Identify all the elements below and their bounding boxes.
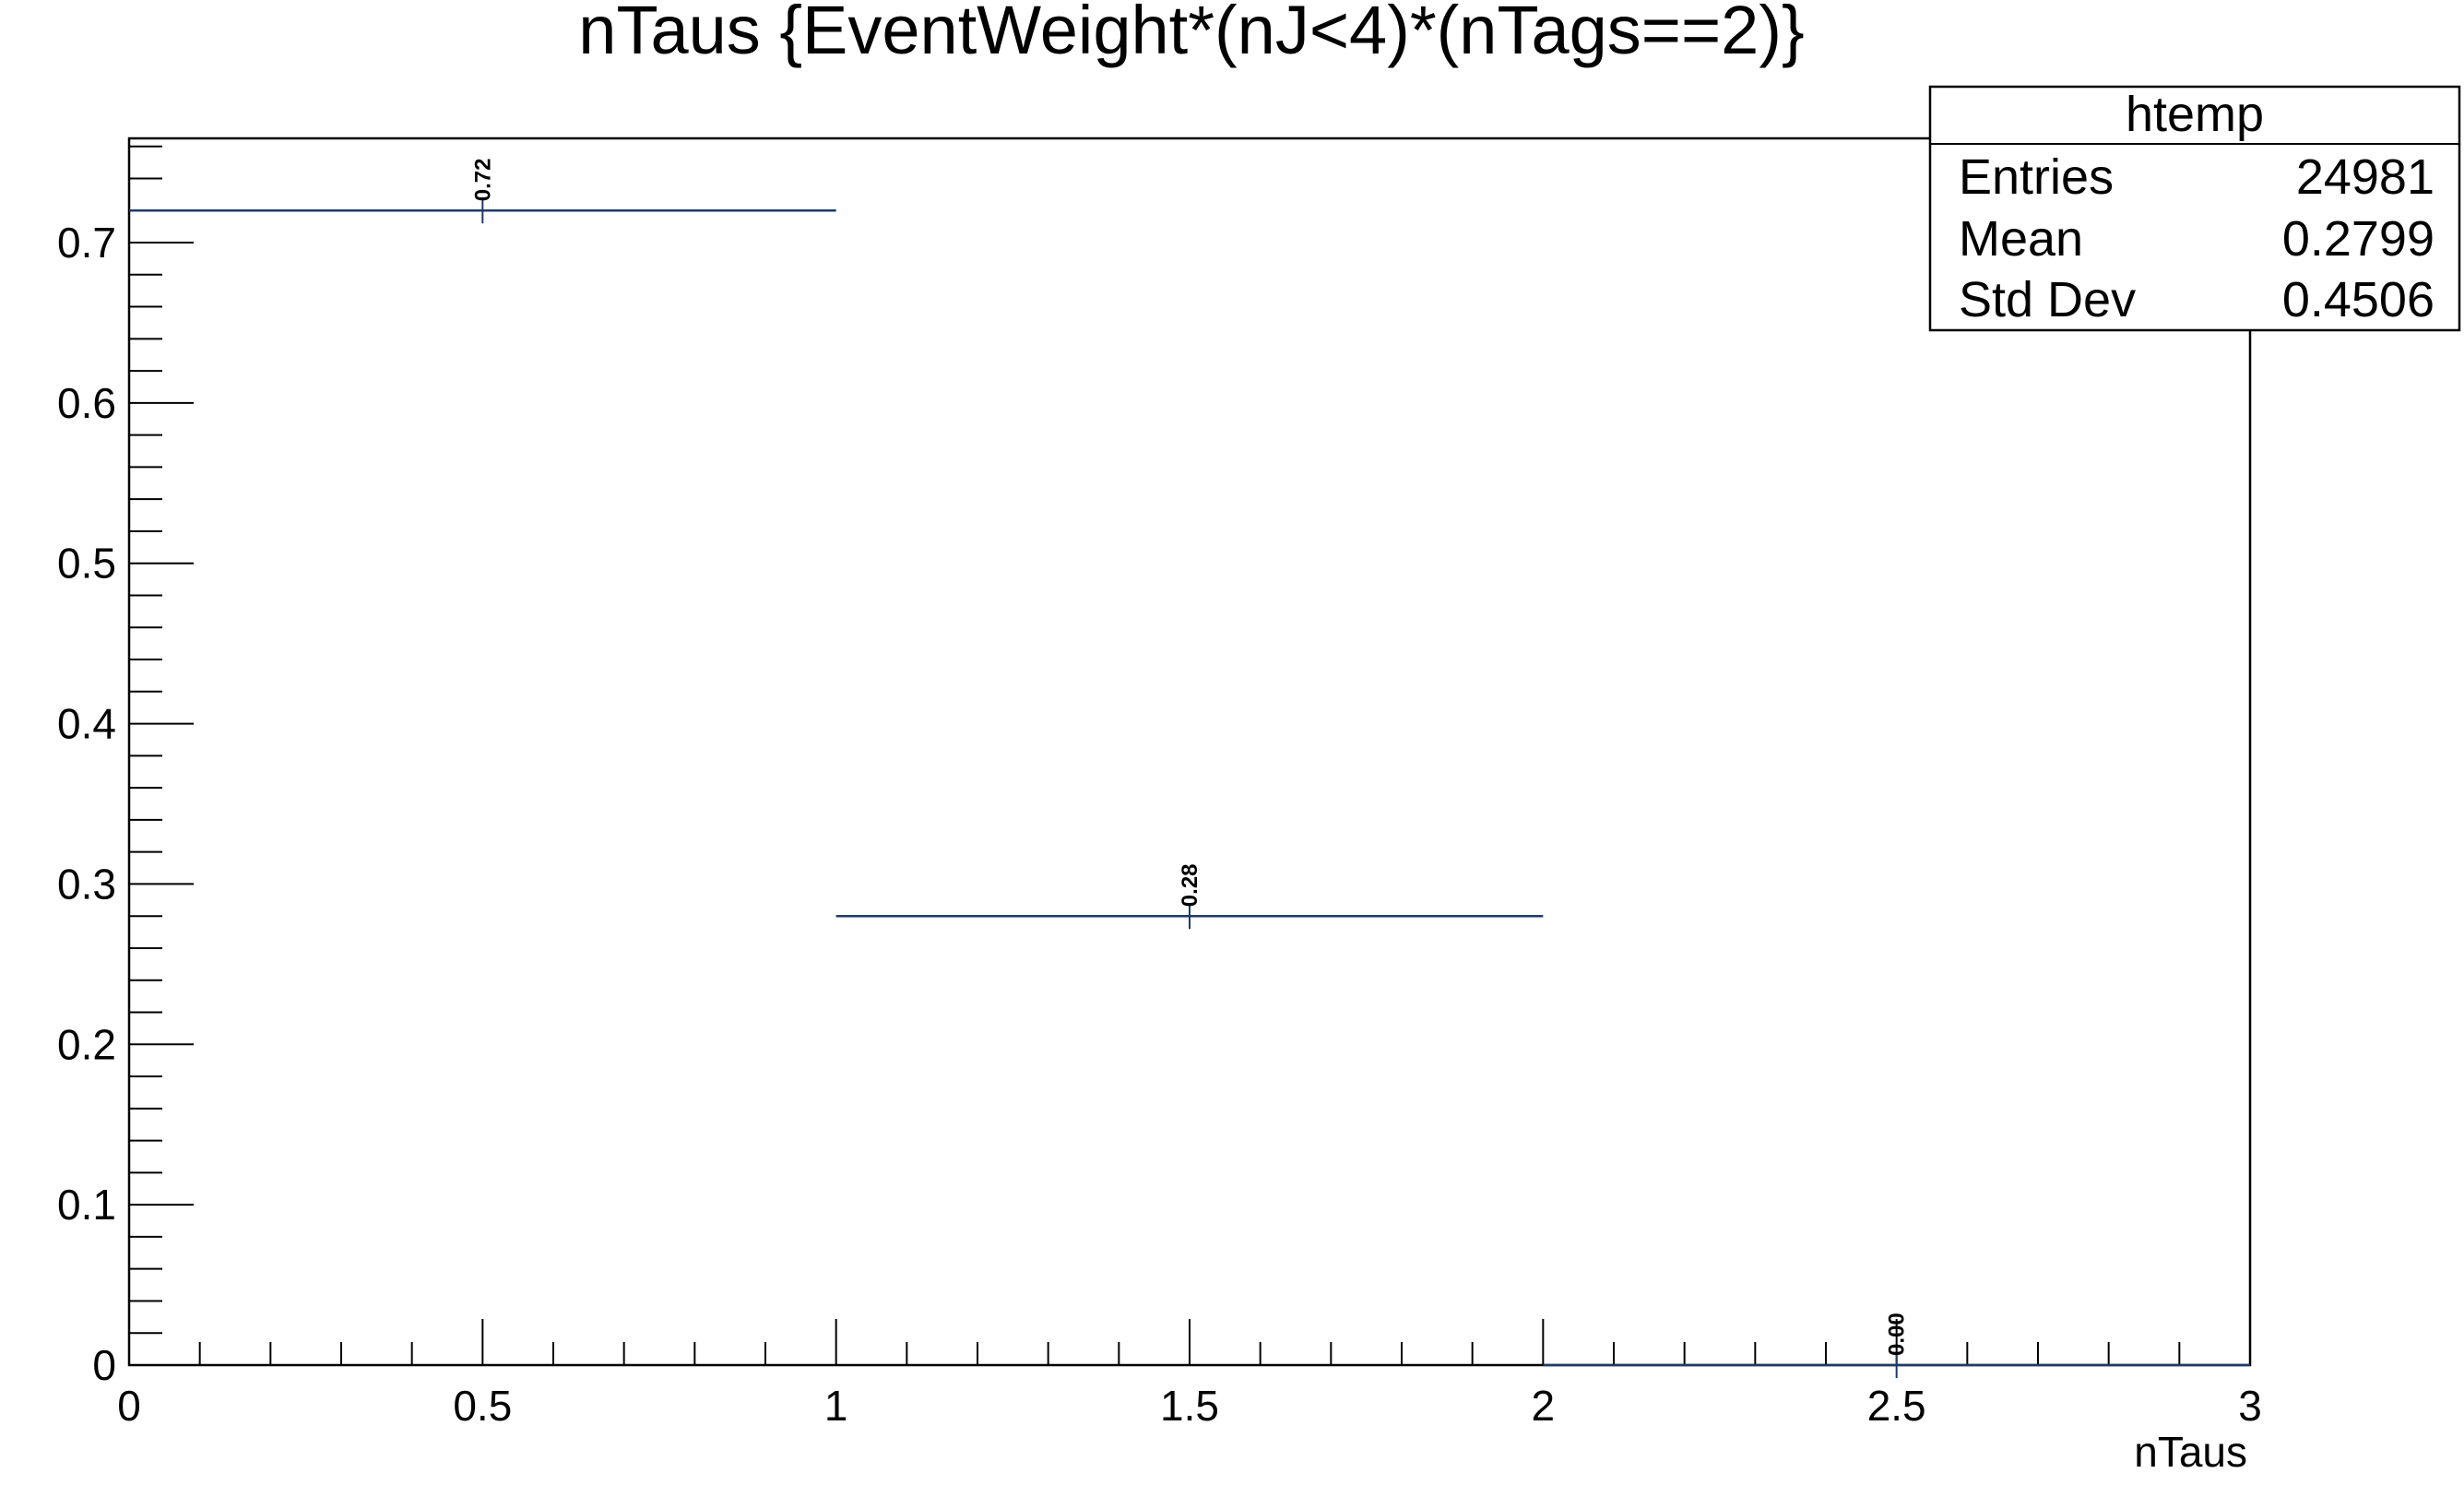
x-tick-label: 1: [824, 1382, 848, 1430]
stats-stddev-value: 0.4506: [2282, 272, 2434, 327]
x-tick-label: 1.5: [1160, 1382, 1219, 1430]
y-tick-label: 0.7: [57, 219, 116, 267]
stats-mean-value: 0.2799: [2282, 211, 2434, 267]
x-axis-title: nTaus: [2134, 1428, 2247, 1476]
y-tick-label: 0.1: [57, 1181, 116, 1229]
x-tick-label: 3: [2238, 1382, 2262, 1430]
x-axis: 0 0.5 1 1.5 2 2.5 3: [117, 1319, 2262, 1430]
y-tick-label: 0: [92, 1341, 116, 1389]
stats-entries-value: 24981: [2296, 149, 2434, 205]
y-axis: 0 0.1 0.2 0.3 0.4 0.5 0.6 0.7: [57, 145, 194, 1389]
x-tick-label: 2: [1532, 1382, 1556, 1430]
y-tick-label: 0.3: [57, 860, 116, 908]
bar-value-label: 0.00: [1885, 1313, 1910, 1356]
y-tick-label: 0.5: [57, 540, 116, 588]
chart-title: nTaus {EventWeight*(nJ<4)*(nTags==2)}: [578, 0, 1804, 68]
bar-value-label: 0.72: [470, 159, 495, 202]
histogram-bins: 0.72 0.28 0.00: [129, 159, 2250, 1378]
stats-entries-label: Entries: [1959, 149, 2114, 205]
y-tick-label: 0.6: [57, 379, 116, 427]
x-tick-label: 0: [117, 1382, 141, 1430]
bar-value-label: 0.28: [1178, 863, 1202, 907]
stats-box-title: htemp: [2126, 87, 2264, 142]
stats-box: htemp Entries 24981 Mean 0.2799 Std Dev …: [1928, 85, 2461, 332]
stats-mean-label: Mean: [1959, 211, 2083, 267]
stats-box-frame: [1928, 85, 2461, 332]
x-tick-label: 0.5: [453, 1382, 512, 1430]
y-tick-label: 0.4: [57, 700, 116, 748]
x-tick-label: 2.5: [1867, 1382, 1926, 1430]
stats-stddev-label: Std Dev: [1959, 272, 2136, 327]
y-tick-label: 0.2: [57, 1020, 116, 1068]
